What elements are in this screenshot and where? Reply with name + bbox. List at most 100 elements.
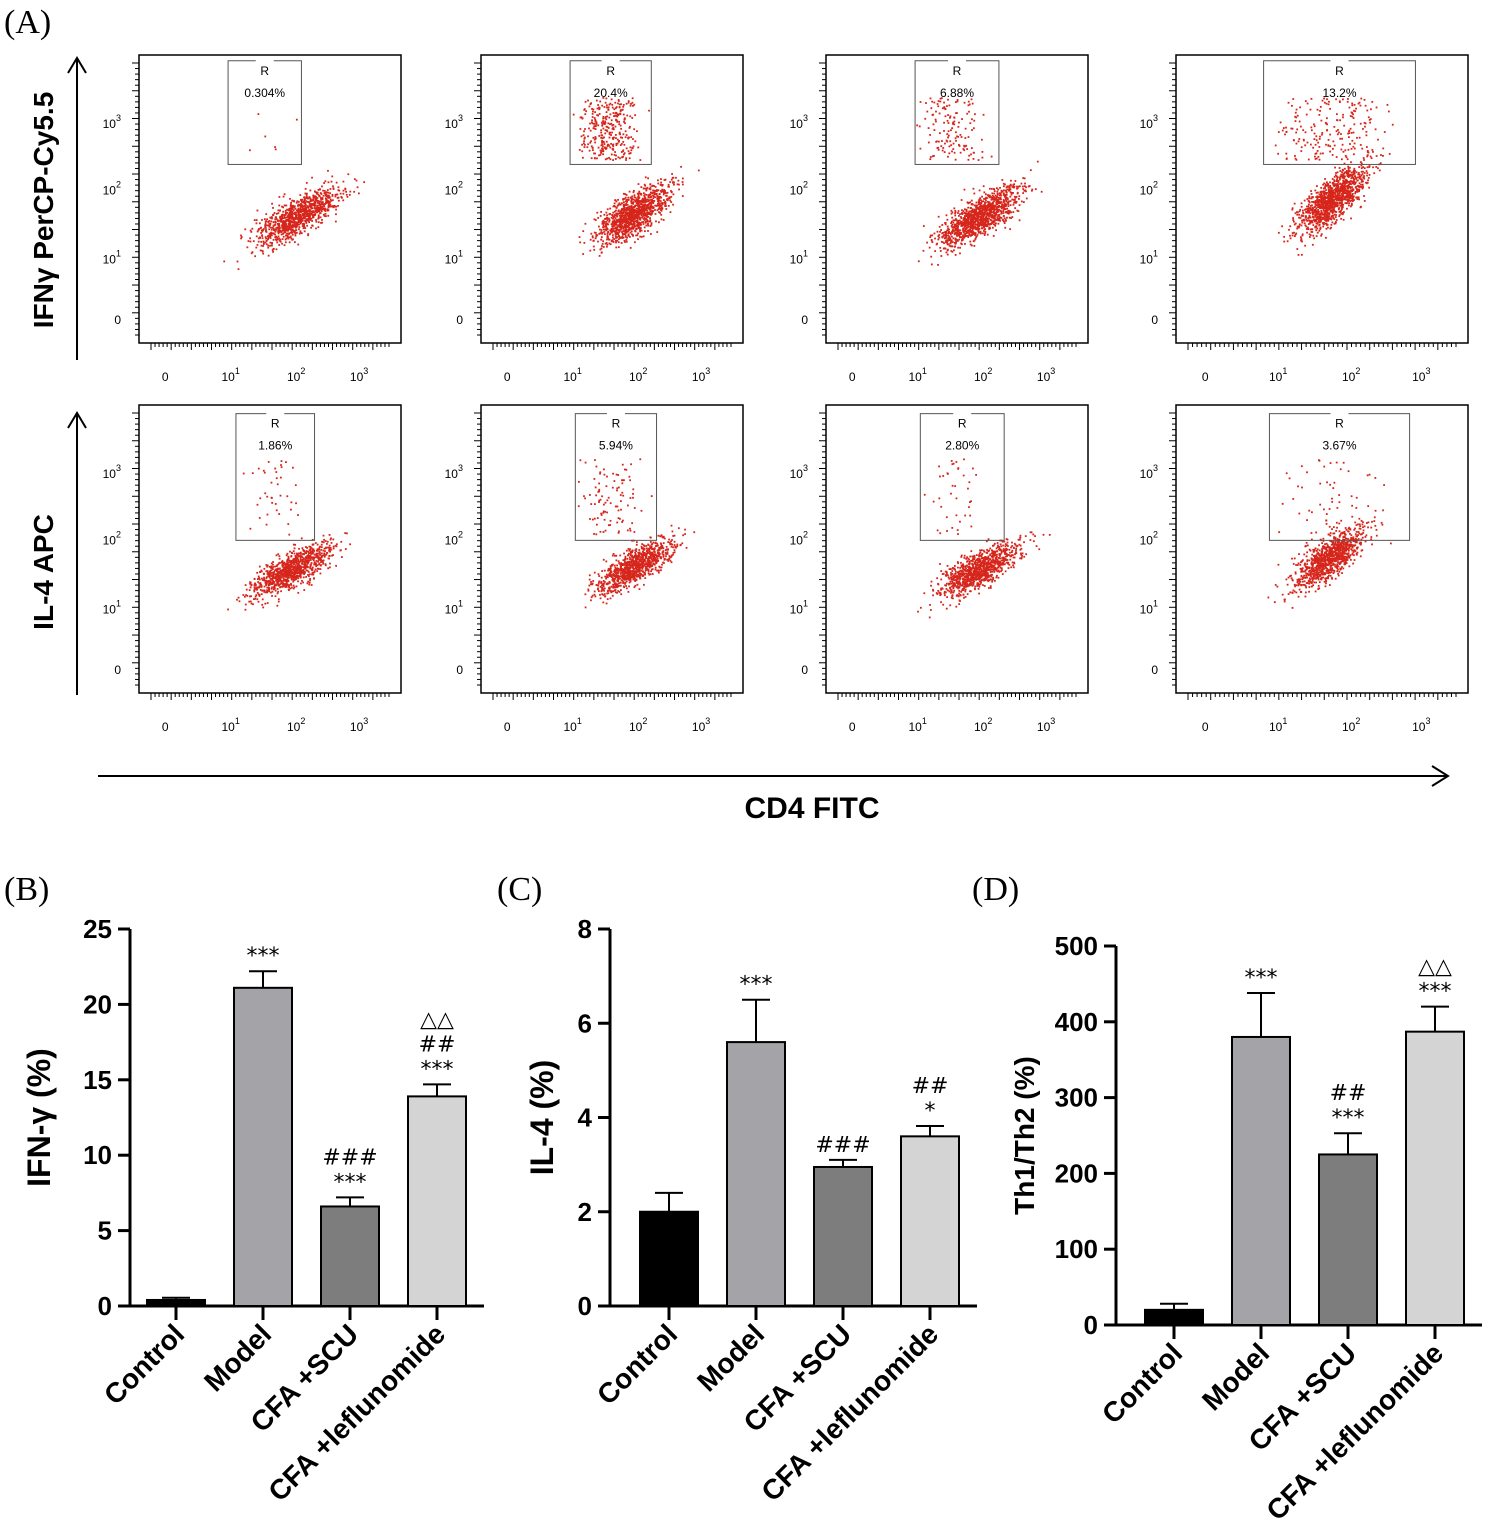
y-axis-label: IFN-γ (%) [21,1048,57,1187]
y-tick-label: 101 [1140,598,1158,616]
y-tick-label: 100 [1055,1234,1098,1264]
row-ylabel-2: IL-4 APC [28,411,87,695]
bar-leflunomide [407,1095,467,1307]
flow-plot-r1-c4: 0 101 102 103 0 101 102 103 R 13.2% [1140,54,1469,384]
y-tick-label: 0 [456,663,463,677]
significance-mark: △△ [1418,955,1452,980]
category-label: Control [98,1318,190,1410]
panel-label-d: (D) [972,871,1019,908]
scatter-dots [577,458,696,609]
category-label: Control [591,1318,683,1410]
significance-mark: *** [1245,966,1278,991]
panel-label-c: (C) [497,871,542,908]
x-tick-label: 101 [222,366,240,384]
x-tick-label: 102 [1342,366,1360,384]
category-label: Model [1196,1337,1275,1416]
x-tick-label: 102 [287,716,305,734]
y-tick-label: 0 [1151,663,1158,677]
gate-percentage: 2.80% [945,439,979,453]
row-ylabel-1: IFNγ PerCP-Cy5.5 [28,56,87,360]
x-tick-label: 101 [564,716,582,734]
y-tick-label: 102 [103,529,121,547]
x-tick-label: 103 [350,366,368,384]
x-tick-label: 102 [629,716,647,734]
gate-percentage: 0.304% [244,86,285,100]
x-tick-label: 102 [1342,716,1360,734]
y-tick-label: 103 [445,463,463,481]
gate-percentage: 13.2% [1323,86,1357,100]
flow-plot-r2-c4: 0 101 102 103 0 101 102 103 R 3.67% [1140,404,1469,734]
significance-mark: *** [740,973,773,998]
y-tick-label: 20 [83,989,112,1019]
gate-r [919,413,1005,541]
plot-frame [138,404,402,694]
y-tick-label: 400 [1055,1007,1098,1037]
gate-percentage: 20.4% [594,86,628,100]
x-tick-label: 0 [504,370,511,384]
gate-name: R [953,64,962,78]
y-tick-label: 101 [103,598,121,616]
y-tick-label: 0 [114,663,121,677]
x-tick-label: 101 [909,366,927,384]
flow-plot-r2-c3: 0 101 102 103 0 101 102 103 R 2.80% [790,404,1089,734]
cd4-xlabel: CD4 FITC [745,792,880,825]
gate-name: R [1335,64,1344,78]
gate-r [574,413,658,541]
y-tick-label: 103 [790,463,808,481]
significance-mark: ## [912,1074,949,1099]
x-tick-label: 102 [287,366,305,384]
y-tick-label: 4 [578,1103,593,1133]
flow-plot-r1-c1: 0 101 102 103 0 101 102 103 R 0.304% [103,54,402,384]
y-tick-label: 101 [445,598,463,616]
category-label: Model [691,1318,770,1397]
plot-frame [825,404,1089,694]
y-axis-label: Th1/Th2 (%) [1009,1056,1040,1215]
scatter-dots [227,460,352,611]
significance-mark: *** [1419,980,1452,1005]
x-tick-label: 103 [1412,366,1430,384]
significance-mark: * [925,1099,936,1124]
cd4-axis: CD4 FITC [98,765,1450,825]
plot-frame [1175,54,1469,344]
plot-frame [825,54,1089,344]
x-tick-label: 0 [1202,370,1209,384]
y-tick-label: 101 [790,248,808,266]
bar-control [639,1210,699,1307]
x-tick-label: 0 [504,720,511,734]
y-tick-label: 0 [1151,313,1158,327]
x-tick-label: 0 [162,720,169,734]
scatter-dots [1274,97,1394,256]
y-tick-label: 103 [103,463,121,481]
y-tick-label: 0 [98,1291,112,1321]
y-tick-label: 15 [83,1065,112,1095]
y-tick-label: 101 [445,248,463,266]
y-tick-label: 102 [1140,179,1158,197]
y-tick-label: 102 [1140,529,1158,547]
x-tick-label: 103 [1412,716,1430,734]
bar-leflunomide [900,1135,960,1307]
plot-frame [1175,404,1469,694]
bar-model [233,986,293,1307]
y-tick-label: 102 [445,179,463,197]
scatter-dots [572,97,700,257]
significance-mark: *** [247,944,280,969]
y-tick-label: 10 [83,1140,112,1170]
y-tick-label: 102 [790,179,808,197]
flow-plot-r2-c2: 0 101 102 103 0 101 102 103 R 5.94% [445,404,744,734]
gate-name: R [260,64,269,78]
x-tick-label: 102 [629,366,647,384]
y-tick-label: 300 [1055,1083,1098,1113]
y-tick-label: 8 [578,914,592,944]
bar-model [726,1041,786,1307]
significance-mark: ## [1330,1081,1367,1106]
x-tick-label: 101 [909,716,927,734]
y-tick-label: 6 [578,1008,592,1038]
x-tick-label: 103 [692,366,710,384]
x-tick-label: 101 [564,366,582,384]
x-tick-label: 0 [849,370,856,384]
y-tick-label: 25 [83,914,112,944]
